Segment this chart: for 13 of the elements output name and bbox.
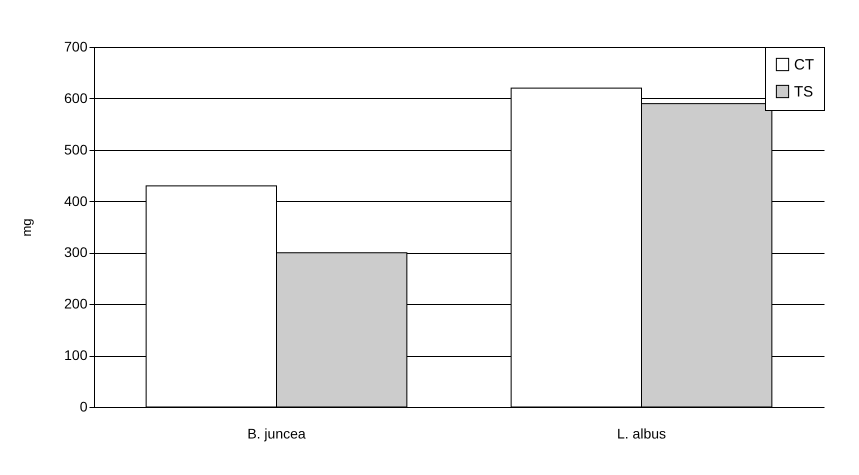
y-tick-label: 0 bbox=[80, 398, 88, 414]
y-tick-label: 300 bbox=[64, 244, 88, 260]
y-tick-label: 400 bbox=[64, 192, 88, 209]
x-tick-label: B. juncea bbox=[247, 426, 306, 442]
y-tick-label: 700 bbox=[64, 38, 88, 54]
y-tick-label: 100 bbox=[64, 347, 88, 364]
y-tick-label: 500 bbox=[64, 141, 88, 158]
legend-label: CT bbox=[794, 56, 814, 74]
y-tick-label: 200 bbox=[64, 296, 88, 312]
y-axis-title: mg bbox=[19, 218, 34, 237]
y-tick-label: 600 bbox=[64, 90, 88, 106]
legend-label: TS bbox=[794, 84, 814, 100]
x-tick-label: L. albus bbox=[616, 426, 666, 442]
